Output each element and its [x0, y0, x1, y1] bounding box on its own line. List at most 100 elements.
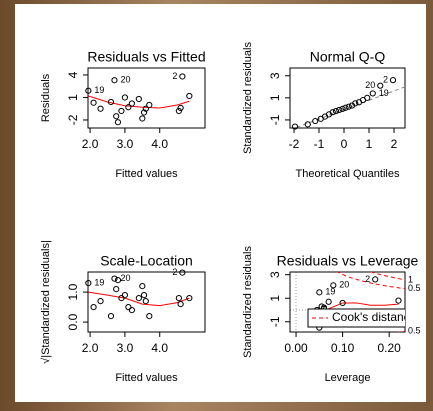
plot-frame: [87, 67, 206, 129]
contour-label: 1: [408, 274, 413, 284]
chart: Residuals vs Fitted Fitted values Residual…: [40, 42, 421, 384]
point-label: 2: [365, 274, 370, 284]
point-label: 20: [365, 80, 375, 90]
point: [395, 297, 402, 304]
point-label: 2: [172, 71, 177, 81]
point: [128, 307, 135, 314]
point: [90, 99, 97, 106]
line: [88, 291, 190, 307]
point: [179, 73, 186, 80]
contour-label: 0.5: [408, 326, 421, 336]
legend-label: Cook's distance: [332, 310, 417, 324]
point: [113, 113, 120, 120]
x-axis-label: Fitted values: [115, 372, 178, 384]
point: [330, 282, 337, 289]
y-axis-label: Standardized residuals: [242, 246, 254, 358]
point: [186, 295, 193, 302]
point: [377, 82, 384, 89]
x-tick-label: 0: [341, 137, 348, 151]
x-tick-label: 2: [391, 137, 398, 151]
y-tick-label: 3: [268, 271, 282, 278]
point: [139, 115, 146, 122]
point: [114, 119, 122, 126]
y-tick-label: -1: [268, 114, 282, 125]
x-tick-label: 0.00: [284, 341, 308, 355]
x-axis-label: Theoretical Quantiles: [296, 168, 400, 180]
y-tick-label: 4: [66, 71, 80, 78]
y-tick-label: -2: [66, 114, 80, 125]
point-label: 20: [120, 273, 130, 283]
x-tick-label: 3.0: [117, 341, 134, 355]
legend: Cook's distance: [307, 308, 417, 328]
point: [342, 104, 349, 111]
x-axis-label: Leverage: [325, 372, 371, 384]
y-tick-label: 3: [268, 72, 282, 79]
point: [186, 92, 193, 100]
point: [339, 105, 346, 112]
point: [125, 304, 132, 311]
point: [389, 77, 397, 84]
y-tick-label: 1: [268, 94, 282, 101]
point: [140, 109, 148, 116]
x-tick-label: 2.0: [82, 341, 99, 355]
chart-title: Scale-Location: [100, 253, 193, 269]
point: [332, 107, 340, 115]
y-axis-label: √|Standardized residuals|: [40, 240, 52, 364]
y-tick-label: 0.0: [66, 313, 80, 330]
point: [85, 280, 92, 287]
point-label: 19: [94, 277, 104, 287]
point: [364, 94, 371, 101]
point: [304, 121, 311, 128]
point: [111, 77, 118, 84]
legend-box: [307, 308, 405, 328]
point: [121, 292, 129, 299]
point: [175, 295, 182, 302]
point: [90, 304, 97, 311]
point: [135, 295, 142, 302]
chart-title: Residuals vs Fitted: [87, 49, 205, 65]
y-tick-label: 1: [66, 94, 80, 101]
plot-frame: [87, 271, 206, 333]
point: [121, 94, 129, 101]
y-tick-label: 1: [268, 295, 282, 302]
point: [97, 298, 104, 305]
point: [118, 295, 125, 302]
point-label: 2: [172, 267, 177, 277]
point-label: 2: [383, 75, 388, 85]
point: [118, 107, 125, 115]
point: [372, 276, 379, 283]
point: [111, 275, 118, 282]
point: [177, 104, 184, 112]
point: [291, 123, 299, 130]
point: [175, 107, 182, 115]
point: [369, 90, 376, 97]
x-tick-label: 0.20: [377, 341, 401, 355]
point-label: 20: [120, 75, 130, 85]
point: [336, 106, 343, 114]
plot-frame: [289, 271, 406, 333]
point: [325, 298, 332, 305]
point: [316, 289, 323, 296]
point: [177, 301, 184, 308]
chart-title: Residuals vs Leverage: [277, 253, 419, 269]
y-axis-label: Residuals: [40, 73, 52, 122]
point: [339, 299, 346, 307]
point: [345, 103, 352, 110]
point: [128, 100, 135, 107]
plot-area: Residuals vs Fitted Fitted values Residual…: [15, 4, 426, 402]
point: [113, 286, 120, 293]
x-tick-label: 4.0: [151, 137, 168, 151]
point: [312, 117, 319, 125]
point: [107, 313, 115, 320]
point-label: 19: [379, 88, 389, 98]
point: [142, 298, 149, 305]
point: [329, 109, 336, 116]
x-tick-label: 4.0: [151, 341, 168, 355]
y-tick-label: -1: [268, 316, 282, 327]
point: [114, 277, 122, 284]
point: [179, 269, 186, 276]
point: [97, 105, 104, 112]
point: [140, 292, 148, 299]
point: [107, 98, 115, 106]
